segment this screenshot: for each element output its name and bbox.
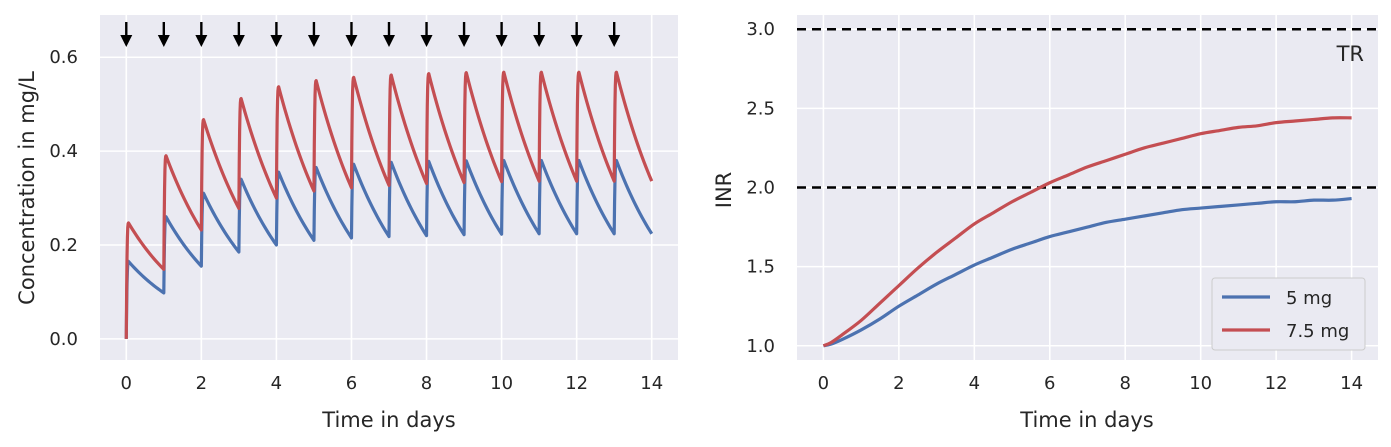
x-tick-label: 10 (490, 373, 513, 394)
x-tick-label: 8 (1120, 373, 1131, 394)
y-axis-label: INR (712, 172, 736, 209)
y-tick-label: 0.2 (49, 235, 78, 256)
dose-arrow (458, 22, 471, 47)
x-tick-label: 6 (1044, 373, 1055, 394)
tr-annotation: TR (1336, 42, 1364, 66)
x-tick-label: 12 (1265, 373, 1288, 394)
series-line-blue (124, 158, 654, 339)
x-tick-label: 12 (565, 373, 588, 394)
x-axis-label: Time in days (321, 408, 455, 432)
series-line-5mg (823, 196, 1352, 348)
x-tick-label: 2 (196, 373, 207, 394)
dose-arrow (608, 22, 621, 47)
y-tick-label: 3.0 (746, 19, 775, 40)
dose-arrow (195, 22, 208, 47)
legend-label-5mg: 5 mg (1286, 288, 1332, 309)
x-tick-label: 14 (1340, 373, 1363, 394)
y-tick-label: 2.0 (746, 178, 775, 199)
inr-plot: 0 2 4 6 8 10 12 14 1.0 1.5 2.0 2.5 3.0 TR 5 mg 7.5 … (712, 15, 1378, 432)
legend-label-7_5mg: 7.5 mg (1286, 321, 1349, 342)
y-tick-label: 0.0 (49, 329, 78, 350)
dose-arrow (120, 22, 133, 47)
dose-arrow (383, 22, 395, 47)
dose-arrow (570, 22, 583, 47)
series-line-red (124, 70, 654, 339)
y-axis-label: Concentration in mg/L (15, 71, 39, 305)
x-axis-label: Time in days (1019, 408, 1153, 432)
dose-arrow (533, 22, 546, 47)
y-tick-label: 0.4 (49, 141, 78, 162)
y-tick-label: 1.0 (746, 336, 775, 357)
concentration-plot: 0 2 4 6 8 10 12 14 0.0 0.2 0.4 0.6 Time in days Co… (15, 15, 678, 432)
y-tick-label: 0.6 (49, 47, 78, 68)
x-tick-label: 4 (969, 373, 980, 394)
x-tick-label: 2 (893, 373, 904, 394)
x-tick-label: 4 (271, 373, 282, 394)
x-tick-label: 14 (640, 373, 663, 394)
x-tick-label: 8 (421, 373, 432, 394)
dose-arrow (495, 22, 508, 47)
dose-arrow (270, 22, 283, 47)
y-tick-label: 2.5 (746, 98, 775, 119)
dose-arrow (345, 22, 358, 47)
x-tick-label: 10 (1189, 373, 1212, 394)
y-tick-label: 1.5 (746, 257, 775, 278)
x-tick-label: 0 (121, 373, 132, 394)
dose-arrow (157, 22, 170, 47)
series-line-7_5mg (822, 116, 1352, 348)
x-tick-label: 0 (818, 373, 829, 394)
x-tick-label: 6 (346, 373, 357, 394)
dose-arrow (232, 22, 245, 47)
dose-arrow (307, 22, 320, 47)
dose-arrow (420, 22, 433, 47)
legend: 5 mg 7.5 mg (1211, 277, 1366, 351)
